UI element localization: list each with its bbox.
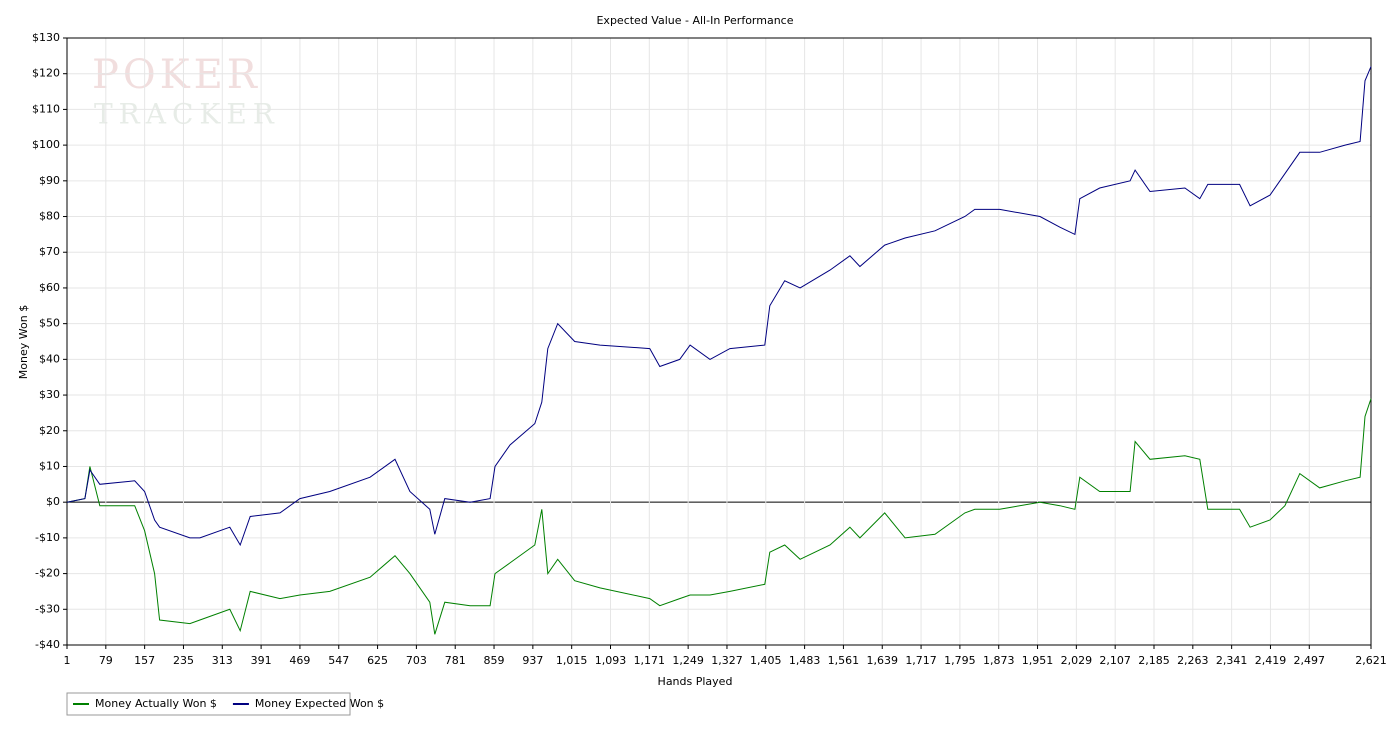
series-line xyxy=(66,398,1372,635)
x-tick-label: 1,561 xyxy=(828,654,860,667)
series-line xyxy=(66,66,1372,547)
x-tick-label: 937 xyxy=(522,654,543,667)
y-tick-label: $110 xyxy=(32,102,60,115)
x-tick-label: 2,341 xyxy=(1216,654,1248,667)
plot-frame xyxy=(66,37,1372,646)
x-tick-label: 2,621 xyxy=(1355,654,1387,667)
y-tick-label: $100 xyxy=(32,138,60,151)
y-tick-label: $80 xyxy=(39,210,60,223)
x-tick-label: 1,093 xyxy=(595,654,627,667)
x-tick-label: 1,483 xyxy=(789,654,821,667)
x-tick-label: 1 xyxy=(64,654,71,667)
y-tick-label: -$30 xyxy=(35,602,60,615)
x-tick-label: 1,795 xyxy=(944,654,976,667)
x-tick-label: 703 xyxy=(406,654,427,667)
y-tick-label: $50 xyxy=(39,317,60,330)
x-tick-label: 1,171 xyxy=(634,654,666,667)
x-tick-label: 1,405 xyxy=(750,654,782,667)
x-tick-label: 547 xyxy=(328,654,349,667)
y-tick-label: $90 xyxy=(39,174,60,187)
y-tick-label: -$20 xyxy=(35,567,60,580)
y-tick-label: $30 xyxy=(39,388,60,401)
x-tick-label: 781 xyxy=(445,654,466,667)
y-tick-label: -$40 xyxy=(35,638,60,651)
legend-box xyxy=(66,692,351,716)
x-tick-label: 1,639 xyxy=(866,654,898,667)
x-tick-label: 235 xyxy=(173,654,194,667)
y-tick-label: $120 xyxy=(32,67,60,80)
x-tick-label: 79 xyxy=(99,654,113,667)
x-tick-label: 469 xyxy=(289,654,310,667)
x-tick-label: 1,873 xyxy=(983,654,1015,667)
y-tick-label: $0 xyxy=(46,495,60,508)
x-tick-label: 391 xyxy=(251,654,272,667)
y-axis-label: Money Won $ xyxy=(17,305,30,379)
x-tick-label: 1,717 xyxy=(905,654,937,667)
y-tick-label: $10 xyxy=(39,459,60,472)
x-tick-label: 1,015 xyxy=(556,654,588,667)
x-tick-label: 313 xyxy=(212,654,233,667)
y-tick-label: $20 xyxy=(39,424,60,437)
x-tick-label: 2,497 xyxy=(1294,654,1326,667)
x-axis-label: Hands Played xyxy=(658,675,733,688)
chart-title: Expected Value - All-In Performance xyxy=(596,14,793,27)
x-tick-label: 1,327 xyxy=(711,654,743,667)
y-tick-label: $130 xyxy=(32,31,60,44)
x-tick-label: 859 xyxy=(484,654,505,667)
x-tick-label: 2,185 xyxy=(1138,654,1170,667)
watermark: TRACKER xyxy=(94,98,280,131)
x-tick-label: 625 xyxy=(367,654,388,667)
x-tick-label: 157 xyxy=(134,654,155,667)
y-tick-label: -$10 xyxy=(35,531,60,544)
legend-label: Money Expected Won $ xyxy=(255,697,384,710)
legend-label: Money Actually Won $ xyxy=(95,697,217,710)
y-tick-label: $60 xyxy=(39,281,60,294)
x-tick-label: 2,263 xyxy=(1177,654,1209,667)
y-tick-label: $70 xyxy=(39,245,60,258)
x-tick-label: 1,951 xyxy=(1022,654,1054,667)
x-tick-label: 2,029 xyxy=(1061,654,1093,667)
watermark: POKER xyxy=(92,52,261,98)
x-tick-label: 2,419 xyxy=(1255,654,1287,667)
x-tick-label: 1,249 xyxy=(672,654,704,667)
y-tick-label: $40 xyxy=(39,352,60,365)
x-tick-label: 2,107 xyxy=(1099,654,1131,667)
